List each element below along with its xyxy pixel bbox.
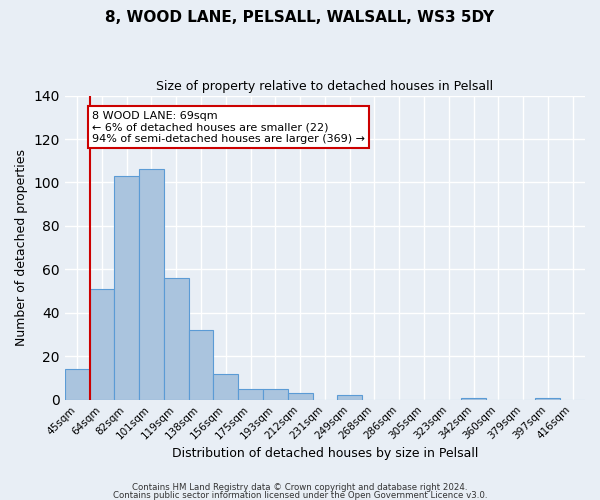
Bar: [461, 398, 486, 400]
Y-axis label: Number of detached properties: Number of detached properties: [15, 149, 28, 346]
Bar: [65, 370, 89, 400]
Text: 8 WOOD LANE: 69sqm
← 6% of detached houses are smaller (22)
94% of semi-detached: 8 WOOD LANE: 69sqm ← 6% of detached hous…: [92, 111, 365, 144]
Bar: [89, 289, 115, 400]
Bar: [115, 176, 139, 400]
Bar: [535, 398, 560, 400]
Bar: [238, 389, 263, 400]
Bar: [188, 330, 214, 400]
Title: Size of property relative to detached houses in Pelsall: Size of property relative to detached ho…: [157, 80, 493, 93]
Text: Contains public sector information licensed under the Open Government Licence v3: Contains public sector information licen…: [113, 490, 487, 500]
Bar: [337, 396, 362, 400]
Bar: [164, 278, 188, 400]
X-axis label: Distribution of detached houses by size in Pelsall: Distribution of detached houses by size …: [172, 447, 478, 460]
Bar: [288, 393, 313, 400]
Bar: [214, 374, 238, 400]
Text: 8, WOOD LANE, PELSALL, WALSALL, WS3 5DY: 8, WOOD LANE, PELSALL, WALSALL, WS3 5DY: [106, 10, 494, 25]
Text: Contains HM Land Registry data © Crown copyright and database right 2024.: Contains HM Land Registry data © Crown c…: [132, 484, 468, 492]
Bar: [139, 170, 164, 400]
Bar: [263, 389, 288, 400]
